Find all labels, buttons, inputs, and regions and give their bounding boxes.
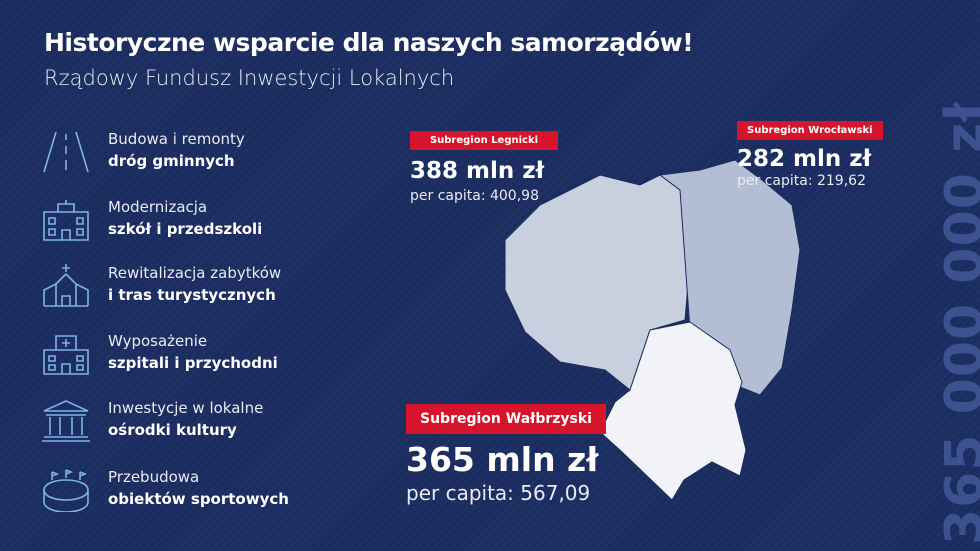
hospital-icon: [43, 335, 89, 375]
item-line1: Rewitalizacja zabytków: [108, 264, 282, 282]
item-line2: obiektów sportowych: [108, 490, 289, 508]
item-line2: szkół i przedszkoli: [108, 220, 263, 238]
item-line1: Przebudowa: [108, 468, 200, 486]
subregion-tag: Subregion Wrocławski: [737, 121, 883, 140]
list-item: Przebudowa obiektów sportowych: [40, 466, 340, 522]
title: Historyczne wsparcie dla naszych samorzą…: [44, 28, 694, 57]
item-line1: Wyposażenie: [108, 332, 208, 350]
subtitle: Rządowy Fundusz Inwestycji Lokalnych: [44, 66, 455, 90]
church-icon: [43, 264, 89, 307]
subregion-per-capita: per capita: 219,62: [737, 173, 866, 189]
item-line1: Modernizacja: [108, 198, 208, 216]
item-line2: i tras turystycznych: [108, 286, 276, 304]
subregion-amount: 282 mln zł: [737, 146, 872, 172]
stadium-icon: [43, 469, 89, 512]
region-wroclawski: [658, 159, 801, 396]
item-line2: szpitali i przychodni: [108, 354, 278, 372]
item-line2: ośrodki kultury: [108, 421, 237, 439]
list-item: Modernizacja szkół i przedszkoli: [40, 196, 340, 252]
subregion-tag: Subregion Legnicki: [410, 131, 558, 150]
school-icon: [43, 200, 89, 241]
list-item: Wyposażenie szpitali i przychodni: [40, 330, 340, 386]
culture-icon: [42, 400, 90, 442]
subregion-tag: Subregion Wałbrzyski: [406, 404, 606, 434]
region-walbrzyski: [599, 321, 747, 501]
list-item: Budowa i remonty dróg gminnych: [40, 128, 340, 184]
item-line1: Budowa i remonty: [108, 130, 245, 148]
subregion-per-capita: per capita: 400,98: [410, 188, 539, 204]
road-icon: [43, 131, 89, 173]
list-item: Inwestycje w lokalne ośrodki kultury: [40, 397, 340, 453]
subregion-amount: 365 mln zł: [406, 440, 599, 479]
item-line1: Inwestycje w lokalne: [108, 399, 264, 417]
list-item: Rewitalizacja zabytków i tras turystyczn…: [40, 262, 340, 318]
subregion-amount: 388 mln zł: [410, 158, 545, 184]
item-line2: dróg gminnych: [108, 152, 235, 170]
subregion-per-capita: per capita: 567,09: [406, 481, 591, 505]
